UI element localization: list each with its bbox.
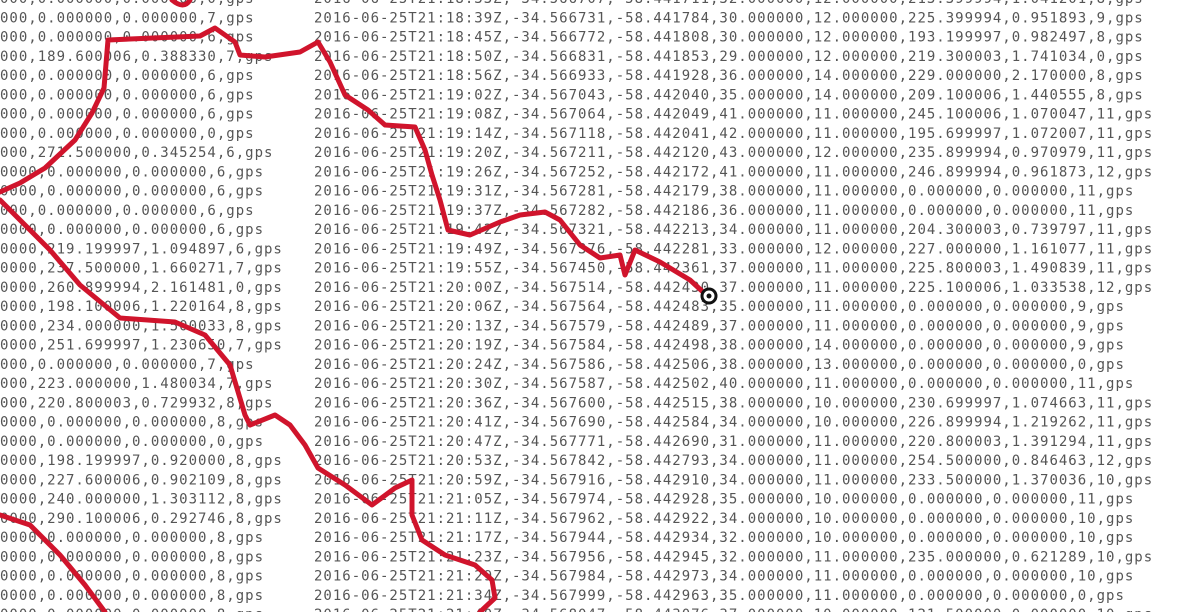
log-line: 000,0.000000,0.000000,7,gps <box>0 10 255 26</box>
log-line: 2016-06-25T21:19:49Z,-34.567376,-58.4422… <box>314 241 1153 257</box>
log-line: 000,0.000000,0.000000,0,gps <box>0 126 255 142</box>
log-line: 000,0.000000,0.000000,6,gps <box>0 203 255 219</box>
log-line: 0000,0.000000,0.000000,0,gps <box>0 434 264 450</box>
log-line: 000,220.800003,0.729932,8,gps <box>0 395 273 411</box>
log-line: 000,0.000000,0.000000,0,gps <box>0 0 255 7</box>
log-line: 0000,0.000000,0.000000,8,gps <box>0 415 264 431</box>
log-line: 0000,0.000000,0.000000,6,gps <box>0 222 264 238</box>
log-line: 0000,251.699997,1.230650,7,gps <box>0 338 283 354</box>
log-line: 2016-06-25T21:21:17Z,-34.567944,-58.4429… <box>314 530 1134 546</box>
log-line: 0000,237.500000,1.660271,7,gps <box>0 261 283 277</box>
log-line: 2016-06-25T21:20:13Z,-34.567579,-58.4424… <box>314 318 1125 334</box>
log-line: 0000,219.199997,1.094897,6,gps <box>0 241 283 257</box>
log-line: 0000,0.000000,0.000000,8,gps <box>0 549 264 565</box>
log-line: 2016-06-25T21:21:34Z,-34.567999,-58.4429… <box>314 588 1125 604</box>
log-line: 000,0.000000,0.000000,6,gps <box>0 87 255 103</box>
log-line: 2016-06-25T21:19:20Z,-34.567211,-58.4421… <box>314 145 1153 161</box>
log-line: 0000,0.000000,0.000000,6,gps <box>0 164 264 180</box>
log-line: 2016-06-25T21:19:02Z,-34.567043,-58.4420… <box>314 87 1144 103</box>
log-line: 2016-06-25T21:18:45Z,-34.566772,-58.4418… <box>314 30 1144 46</box>
log-line: 2016-06-25T21:21:29Z,-34.567984,-58.4429… <box>314 569 1134 585</box>
log-line: 2016-06-25T21:18:33Z,-34.566707,-58.4417… <box>314 0 1144 7</box>
log-line: 000,271.500000,0.345254,6,gps <box>0 145 273 161</box>
log-line: 2016-06-25T21:20:06Z,-34.567564,-58.4424… <box>314 299 1125 315</box>
log-line: 2016-06-25T21:21:23Z,-34.567956,-58.4429… <box>314 549 1153 565</box>
log-line: 0000,290.100006,0.292746,8,gps <box>0 511 283 527</box>
log-line: 2016-06-25T21:20:59Z,-34.567916,-58.4429… <box>314 472 1153 488</box>
log-line: 000,189.600006,0.388330,7,gps <box>0 49 273 65</box>
log-line: 2016-06-25T21:19:26Z,-34.567252,-58.4421… <box>314 164 1153 180</box>
route-overlay <box>0 0 718 612</box>
log-line: 0000,234.000000,1.500033,8,gps <box>0 318 283 334</box>
log-line: 2016-06-25T21:21:40Z,-34.568047,-58.4430… <box>314 607 1153 612</box>
log-line: 2016-06-25T21:18:50Z,-34.566831,-58.4418… <box>314 49 1144 65</box>
log-line: 0000,260.899994,2.161481,0,gps <box>0 280 283 296</box>
location-marker-dot <box>706 293 712 299</box>
log-line: 2016-06-25T21:21:05Z,-34.567974,-58.4429… <box>314 492 1134 508</box>
log-line: 2016-06-25T21:21:11Z,-34.567962,-58.4429… <box>314 511 1134 527</box>
log-line: 0000,0.000000,0.000000,8,gps <box>0 607 264 612</box>
route <box>169 0 193 8</box>
log-line: 000,0.000000,0.000000,6,gps <box>0 68 255 84</box>
log-line: 000,223.000000,1.480034,7,gps <box>0 376 273 392</box>
log-line: 2016-06-25T21:20:41Z,-34.567690,-58.4425… <box>314 415 1153 431</box>
log-line: 0000,0.000000,0.000000,8,gps <box>0 569 264 585</box>
route <box>0 512 108 612</box>
log-line: 2016-06-25T21:20:24Z,-34.567586,-58.4425… <box>314 357 1125 373</box>
log-line: 2016-06-25T21:20:53Z,-34.567842,-58.4427… <box>314 453 1153 469</box>
log-line: 0000,227.600006,0.902109,8,gps <box>0 472 283 488</box>
log-line: 2016-06-25T21:20:00Z,-34.567514,-58.4424… <box>314 280 1153 296</box>
log-text: 000,0.000000,0.000000,0,gps 000,0.000000,… <box>0 0 1153 612</box>
log-line: 2016-06-25T21:20:30Z,-34.567587,-58.4425… <box>314 376 1134 392</box>
route <box>0 25 706 295</box>
log-line: 2016-06-25T21:18:56Z,-34.566933,-58.4419… <box>314 68 1144 84</box>
log-line: 2016-06-25T21:19:55Z,-34.567450,-58.4423… <box>314 261 1153 277</box>
log-line: 2016-06-25T21:20:47Z,-34.567771,-58.4426… <box>314 434 1153 450</box>
log-line: 2016-06-25T21:19:42Z,-34.567321,-58.4422… <box>314 222 1153 238</box>
log-line: 000,0.000000,0.000000,7,gps <box>0 357 255 373</box>
log-line: 0000,0.000000,0.000000,8,gps <box>0 530 264 546</box>
log-line: 0000,0.000000,0.000000,6,gps <box>0 184 264 200</box>
log-line: 000,0.000000,0.000000,6,gps <box>0 107 255 123</box>
log-line: 0000,198.199997,0.920000,8,gps <box>0 453 283 469</box>
log-line: 2016-06-25T21:19:14Z,-34.567118,-58.4420… <box>314 126 1153 142</box>
log-line: 2016-06-25T21:20:36Z,-34.567600,-58.4425… <box>314 395 1153 411</box>
log-line: 2016-06-25T21:19:37Z,-34.567282,-58.4421… <box>314 203 1134 219</box>
log-line: 2016-06-25T21:19:08Z,-34.567064,-58.4420… <box>314 107 1153 123</box>
log-line: 0000,198.100006,1.220164,8,gps <box>0 299 283 315</box>
log-line: 0000,240.000000,1.303112,8,gps <box>0 492 283 508</box>
log-line: 2016-06-25T21:20:19Z,-34.567584,-58.4424… <box>314 338 1125 354</box>
log-line: 2016-06-25T21:19:31Z,-34.567281,-58.4421… <box>314 184 1134 200</box>
log-line: 0000,0.000000,0.000000,8,gps <box>0 588 264 604</box>
log-line: 2016-06-25T21:18:39Z,-34.566731,-58.4417… <box>314 10 1144 26</box>
route <box>0 197 498 612</box>
